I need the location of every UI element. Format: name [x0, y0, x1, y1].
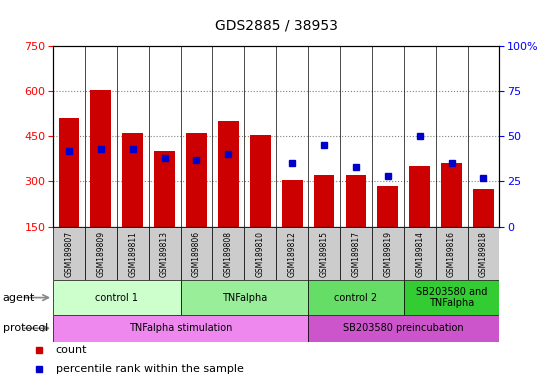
Text: SB203580 preincubation: SB203580 preincubation — [343, 323, 464, 333]
Text: GSM189816: GSM189816 — [447, 231, 456, 277]
Text: count: count — [56, 345, 87, 356]
Bar — [276, 227, 308, 280]
Text: control 1: control 1 — [95, 293, 138, 303]
Text: percentile rank within the sample: percentile rank within the sample — [56, 364, 244, 374]
Bar — [340, 227, 372, 280]
Bar — [181, 280, 308, 315]
Bar — [122, 133, 143, 227]
Text: TNFalpha: TNFalpha — [222, 293, 267, 303]
Bar — [59, 118, 79, 227]
Bar — [53, 280, 181, 315]
Bar — [377, 186, 398, 227]
Text: GSM189813: GSM189813 — [160, 231, 169, 277]
Bar — [53, 227, 85, 280]
Bar — [244, 227, 276, 280]
Text: GSM189815: GSM189815 — [320, 231, 329, 277]
Bar — [181, 227, 213, 280]
Text: control 2: control 2 — [334, 293, 377, 303]
Bar — [117, 227, 148, 280]
Bar — [410, 166, 430, 227]
Bar — [154, 151, 175, 227]
Text: GSM189818: GSM189818 — [479, 231, 488, 277]
Bar — [441, 164, 462, 227]
Bar — [250, 135, 271, 227]
Bar — [314, 175, 334, 227]
Text: GSM189809: GSM189809 — [97, 231, 105, 277]
Bar — [90, 90, 111, 227]
Text: GSM189817: GSM189817 — [352, 231, 360, 277]
Bar — [473, 189, 494, 227]
Bar — [468, 227, 499, 280]
Bar — [436, 227, 468, 280]
Text: TNFalpha stimulation: TNFalpha stimulation — [129, 323, 232, 333]
Bar — [308, 280, 404, 315]
Text: GSM189807: GSM189807 — [65, 231, 74, 277]
Text: GSM189812: GSM189812 — [288, 231, 297, 277]
Bar — [148, 227, 181, 280]
Bar — [53, 315, 308, 342]
Text: GSM189814: GSM189814 — [415, 231, 424, 277]
Text: GSM189810: GSM189810 — [256, 231, 264, 277]
Bar — [213, 227, 244, 280]
Bar — [186, 133, 207, 227]
Text: agent: agent — [3, 293, 35, 303]
Text: GDS2885 / 38953: GDS2885 / 38953 — [215, 19, 338, 33]
Text: protocol: protocol — [3, 323, 48, 333]
Text: GSM189806: GSM189806 — [192, 231, 201, 277]
Text: GSM189819: GSM189819 — [383, 231, 392, 277]
Text: GSM189808: GSM189808 — [224, 231, 233, 277]
Bar — [404, 227, 436, 280]
Bar — [85, 227, 117, 280]
Bar — [372, 227, 404, 280]
Bar — [308, 315, 499, 342]
Text: SB203580 and
TNFalpha: SB203580 and TNFalpha — [416, 287, 487, 308]
Bar — [404, 280, 499, 315]
Bar — [308, 227, 340, 280]
Bar — [345, 175, 366, 227]
Bar — [282, 180, 302, 227]
Bar — [218, 121, 239, 227]
Text: GSM189811: GSM189811 — [128, 231, 137, 277]
